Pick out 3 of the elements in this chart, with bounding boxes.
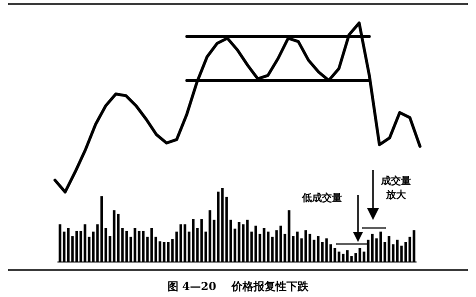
annotation: 成交量放大 [380, 175, 411, 201]
annotation: 低成交量 [301, 192, 342, 204]
caption: 图 4—20 价格报复性下跌 [167, 280, 310, 293]
